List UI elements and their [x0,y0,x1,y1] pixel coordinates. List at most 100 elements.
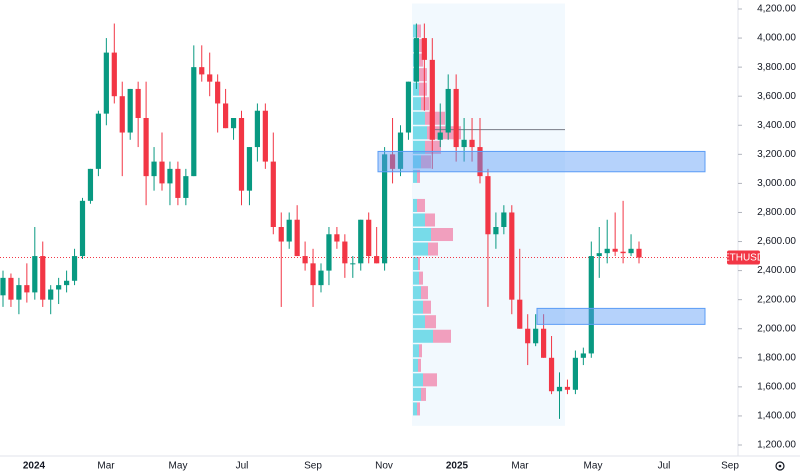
volume-down [423,300,431,314]
candle-body [326,234,332,271]
volume-down [423,373,437,387]
candle-body [358,219,364,264]
candle-body [501,212,507,227]
volume-up [413,242,428,256]
volume-up [413,198,417,212]
volume-up [413,111,425,125]
candle-body [270,161,276,227]
volume-down [421,286,428,300]
candle-body [389,154,396,169]
x-tick-label: 2025 [446,461,469,472]
volume-down [433,329,451,343]
candle-body [0,277,6,296]
candle-body [374,256,380,264]
y-tick-label: 2,000.00 [757,323,796,334]
volume-up [413,126,427,140]
volume-down [419,344,422,358]
candle-body [56,285,62,290]
settings-icon-ring[interactable] [775,461,785,471]
candle-body [254,110,260,148]
volume-up [413,286,421,300]
candle-body [223,103,229,129]
candle-body [429,59,435,140]
candle-body [79,200,86,257]
candle-body [159,161,165,184]
candle-body [246,147,253,191]
candle-body [262,110,268,162]
settings-icon-dot[interactable] [778,464,782,468]
candle-body [119,96,125,133]
y-tick-label: 3,400.00 [757,120,796,131]
candle-body [541,328,547,358]
candle-body [95,113,101,169]
candle-body [382,154,388,264]
x-tick-label: May [584,461,603,472]
x-tick-label: Sep [721,461,739,472]
candle-body [238,118,245,191]
candle-body [548,357,555,392]
volume-down [425,111,445,125]
candle-body [87,168,94,201]
x-tick-label: Mar [511,461,529,472]
candle-body [207,74,213,82]
candle-body [183,176,189,198]
volume-down [421,387,426,401]
symbol-tag [727,250,760,265]
candle-body [175,168,181,198]
y-tick-label: 1,400.00 [757,411,796,422]
volume-down [425,140,441,154]
y-tick-label: 1,800.00 [757,352,796,363]
volume-up [413,373,423,387]
volume-down [418,358,421,372]
candle-body [525,328,531,344]
candle-body [533,328,539,344]
candle-body [485,176,491,235]
y-tick-label: 2,200.00 [757,294,796,305]
volume-down [417,402,420,416]
y-tick-label: 2,600.00 [757,236,796,247]
x-tick-label: Jul [236,461,249,472]
candle-body [572,357,578,390]
candle-body [580,353,586,358]
candle-body [302,256,308,264]
symbol-label: ETHUSD [723,253,764,264]
zone [536,307,706,325]
volume-down [417,53,423,67]
candle-body [71,256,78,281]
candle-body [461,139,467,148]
candle-body [167,168,173,184]
volume-up [413,213,425,227]
candle-body [636,248,642,258]
y-tick-label: 2,800.00 [757,207,796,218]
candle-body [24,285,30,293]
volume-down [417,169,420,183]
volume-up [413,82,419,96]
volume-up [413,228,431,242]
candle-body [437,132,443,140]
volume-down [431,228,453,242]
volume-up [413,140,425,154]
volume-down [421,97,429,111]
candle-body [191,67,197,177]
volume-down [418,68,427,82]
candle-body [342,241,348,264]
candle-body [596,253,602,257]
volume-down [425,315,436,329]
volume-down [417,198,425,212]
candle-body [103,52,109,114]
volume-up [413,315,425,329]
candle-body [278,227,284,242]
candle-body [509,212,515,300]
volume-down [425,213,435,227]
candle-body [135,88,141,118]
candle-body [215,81,221,104]
y-tick-label: 1,600.00 [757,382,796,393]
candle-body [604,248,610,254]
candle-body [111,52,117,97]
candle-body [143,118,149,177]
candle-body [151,161,157,177]
y-tick-label: 4,200.00 [757,4,796,15]
candle-body [612,248,618,252]
settings-icon[interactable] [775,461,785,471]
x-tick-label: Nov [375,461,393,472]
